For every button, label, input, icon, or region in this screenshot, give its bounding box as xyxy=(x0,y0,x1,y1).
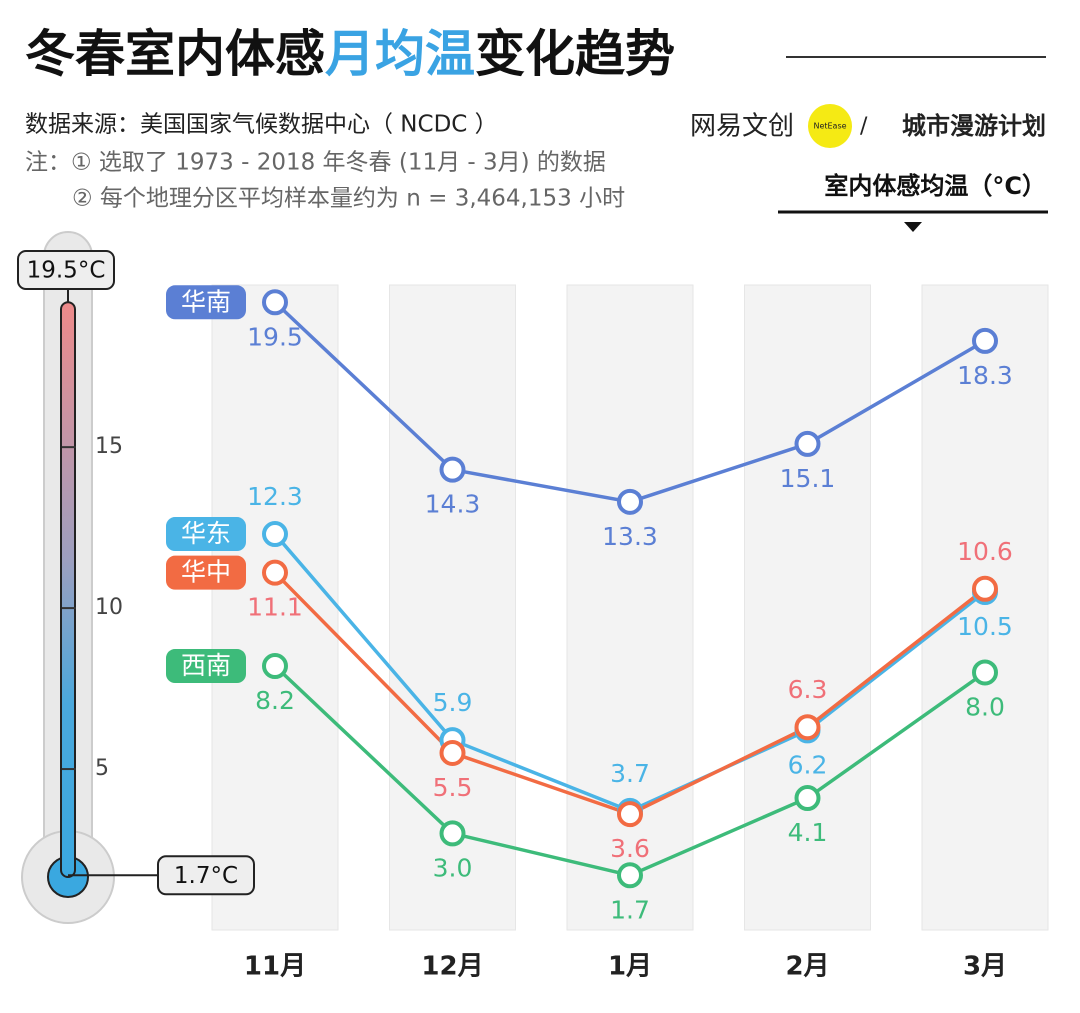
title-part: 冬春室内体感 xyxy=(25,25,325,83)
legend-label: 西南 xyxy=(181,651,231,680)
legend-label: 华中 xyxy=(181,558,231,587)
column-band xyxy=(211,284,339,931)
value-label: 12.3 xyxy=(247,482,303,511)
value-label: 5.5 xyxy=(433,773,473,802)
brand-badge-text: NetEase xyxy=(813,122,846,131)
column-band xyxy=(921,284,1049,931)
range-label-box xyxy=(157,855,255,896)
title-part: 变化趋势 xyxy=(475,25,675,83)
y-tick-label: 5 xyxy=(95,756,109,781)
column-band xyxy=(744,284,871,931)
point xyxy=(617,488,643,515)
x-tick-label: 1月 xyxy=(608,952,652,982)
legend-label: 华南 xyxy=(181,287,231,316)
point xyxy=(262,559,288,586)
value-label: 14.3 xyxy=(425,490,481,519)
point xyxy=(262,653,288,680)
point xyxy=(794,430,821,457)
value-label: 5.9 xyxy=(433,688,473,717)
brand-right: 城市漫游计划 xyxy=(902,112,1046,140)
value-label: 15.1 xyxy=(780,464,836,493)
pointer xyxy=(904,222,922,232)
brand-left: 网易文创 xyxy=(690,112,794,142)
point xyxy=(972,575,998,602)
value-label: 6.3 xyxy=(788,675,828,704)
value-label: 18.3 xyxy=(957,361,1013,390)
point xyxy=(794,785,821,812)
value-label: 4.1 xyxy=(788,818,828,847)
chart-title: 冬春室内体感月均温变化趋势 xyxy=(25,25,675,83)
x-tick-label: 12月 xyxy=(421,952,483,982)
title-part: 月均温 xyxy=(325,25,475,83)
column-band xyxy=(566,284,694,931)
brand-slash: / xyxy=(860,114,868,139)
thermo-mercury xyxy=(60,301,76,878)
value-label: 3.6 xyxy=(610,834,650,863)
legend-pill xyxy=(166,555,246,590)
note: ② 每个地理分区平均样本量约为 n = 3,464,153 小时 xyxy=(72,186,625,212)
x-tick-label: 2月 xyxy=(785,952,829,982)
value-label: 19.5 xyxy=(247,322,303,351)
y-tick-label: 15 xyxy=(95,434,123,459)
point xyxy=(617,862,643,889)
point xyxy=(262,289,288,316)
point xyxy=(972,327,998,354)
legend-pill xyxy=(166,517,246,552)
value-label: 11.1 xyxy=(247,593,303,622)
x-tick-label: 3月 xyxy=(963,952,1007,982)
value-label: 3.7 xyxy=(610,759,650,788)
legend-pill xyxy=(166,285,246,320)
brand-badge xyxy=(808,104,852,148)
range-label-box xyxy=(17,250,115,290)
y-tick-label: 10 xyxy=(95,595,123,620)
value-label: 8.0 xyxy=(965,692,1005,721)
value-label: 6.2 xyxy=(788,750,828,779)
range-label: 19.5°C xyxy=(27,258,106,284)
y-axis-label: 室内体感均温（°C） xyxy=(824,172,1046,200)
point xyxy=(439,456,466,483)
point xyxy=(262,521,288,548)
point xyxy=(439,739,466,766)
value-label: 8.2 xyxy=(255,686,295,715)
range-label: 1.7°C xyxy=(174,863,238,889)
value-label: 1.7 xyxy=(610,895,650,924)
note: 注：① 选取了 1973 - 2018 年冬春 (11月 - 3月) 的数据 xyxy=(25,150,606,176)
value-label: 13.3 xyxy=(602,522,658,551)
value-label: 10.6 xyxy=(957,537,1013,566)
value-label: 3.0 xyxy=(433,853,473,882)
point xyxy=(794,714,821,741)
point xyxy=(439,820,466,847)
x-tick-label: 11月 xyxy=(244,952,306,982)
legend-pill xyxy=(166,649,246,684)
value-label: 10.5 xyxy=(957,612,1013,641)
source: 数据来源：美国国家气候数据中心（ NCDC ） xyxy=(25,112,498,138)
point xyxy=(972,659,998,686)
point xyxy=(617,801,643,828)
legend-label: 华东 xyxy=(181,519,231,548)
